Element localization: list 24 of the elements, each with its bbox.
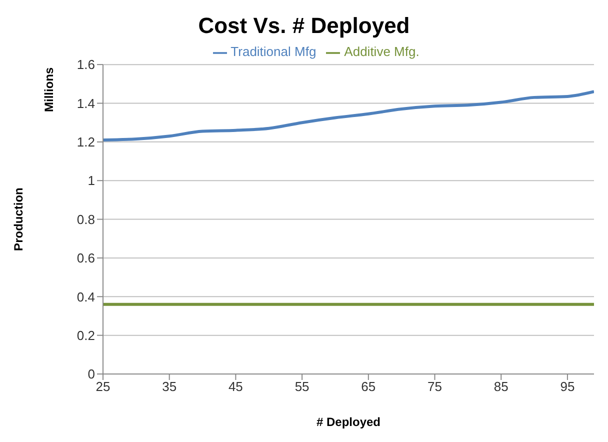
line-series [103,90,594,142]
legend-label: Additive Mfg. [344,44,420,59]
y-tick-label: 0.2 [76,328,95,343]
x-tick-label: 95 [560,379,575,394]
x-tick-label: 45 [228,379,243,394]
x-tick-label: 75 [428,379,442,394]
y-tick-label: 1.4 [76,96,95,111]
x-tick-label: 55 [294,379,310,394]
x-tick-label: 35 [162,379,177,394]
legend-label: Traditional Mfg [230,44,316,59]
y-tick-label: 1.6 [76,57,95,72]
y-tick-label: 0.6 [76,250,95,266]
y-tick-label: 0.4 [76,289,95,304]
x-axis-title: # Deployed [316,415,381,429]
chart-title: Cost Vs. # Deployed [197,12,411,40]
y-tick-label: 0 [88,366,95,382]
y-axis-title: Production [11,188,26,251]
y-tick-label: 1 [88,173,95,188]
x-tick-label: 25 [96,379,110,394]
y-tick-label: 0.8 [76,212,95,227]
y-tick-label: 1.2 [76,134,95,150]
text: Millions [42,67,56,112]
x-tick-label: 65 [361,379,376,394]
x-tick-label: 85 [494,379,508,394]
